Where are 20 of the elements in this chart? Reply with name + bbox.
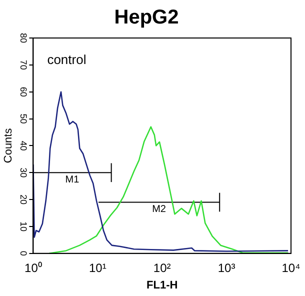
chart-title: HepG2 [114,6,179,29]
x-tick-label: 10⁰ [24,260,42,275]
y-tick-label: 20 [18,194,29,205]
y-tick-label: 50 [18,114,29,124]
y-tick-label: 10 [18,221,29,232]
series-label: M1 [65,174,80,186]
y-tick-label: 0 [18,250,29,256]
x-tick-label: 10¹ [88,260,106,275]
annotation: control [47,52,86,68]
series-label: M2 [152,204,166,215]
x-tick-label: 10² [153,260,171,275]
x-tick-label: 10⁴ [282,260,300,275]
y-tick-label: 80 [18,32,29,44]
y-tick-label: 60 [18,86,29,97]
y-tick-label: 70 [18,60,29,70]
y-tick-label: 40 [18,140,29,151]
x-axis-title: FL1-H [146,279,178,292]
y-tick-label: 30 [18,168,29,178]
y-axis-title: Counts [2,128,15,164]
x-tick-label: 10³ [218,260,236,275]
